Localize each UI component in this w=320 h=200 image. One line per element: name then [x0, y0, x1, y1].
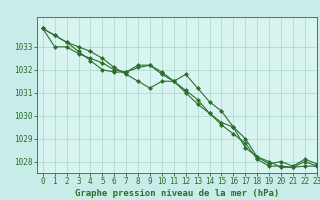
X-axis label: Graphe pression niveau de la mer (hPa): Graphe pression niveau de la mer (hPa): [75, 189, 279, 198]
